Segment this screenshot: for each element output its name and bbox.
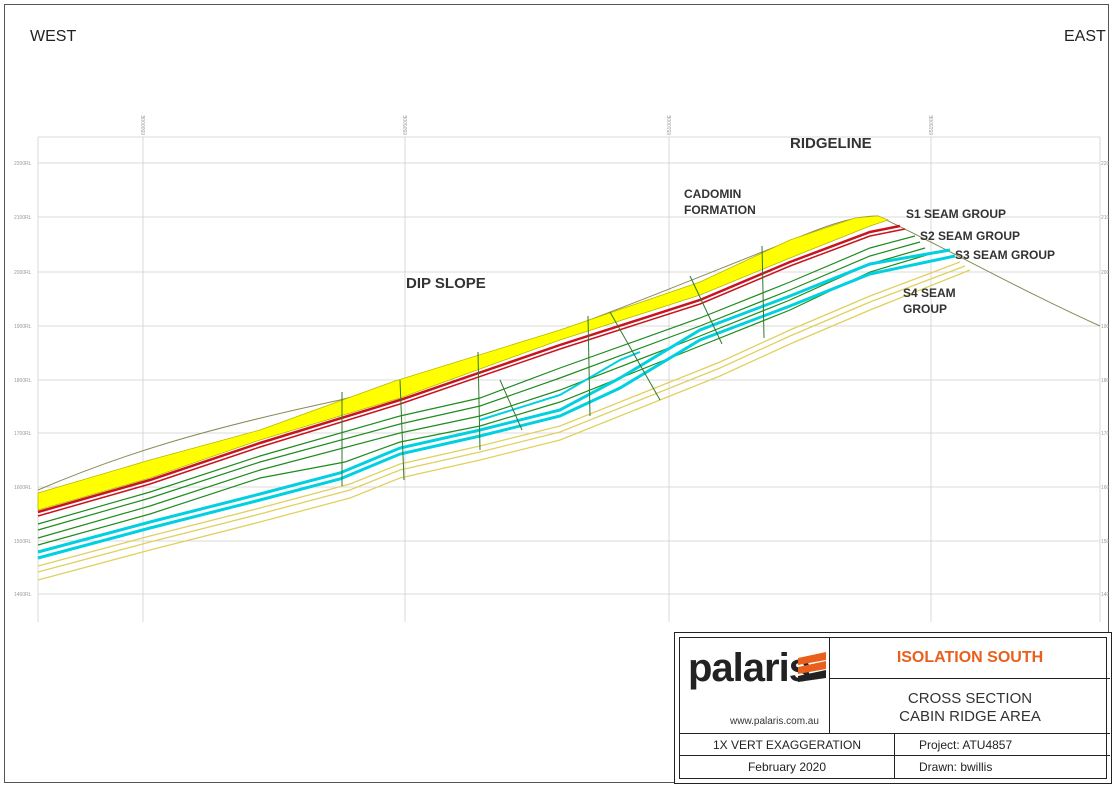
subtitle-line2: CABIN RIDGE AREA [899, 708, 1041, 725]
rl-label: 2200RL [14, 161, 32, 167]
s4-seam-label-line2: GROUP [903, 302, 947, 316]
s1-seam-group [37, 224, 906, 517]
project-number-cell: Project: ATU4857 [895, 734, 1110, 756]
easting-label: 651000E [667, 114, 673, 135]
rl-label-right: 160 [1101, 485, 1110, 491]
rl-label-right: 180 [1101, 378, 1110, 384]
rl-label: 2100RL [14, 215, 32, 221]
rl-label-right: 220 [1101, 161, 1110, 167]
drillholes [341, 245, 765, 486]
s3-seam-group [37, 248, 956, 560]
rl-label-right: 190 [1101, 324, 1110, 330]
rl-label: 2000RL [14, 270, 32, 276]
palaris-logo-mark [798, 652, 826, 682]
date-cell: February 2020 [680, 756, 895, 778]
rl-label: 1700RL [14, 431, 32, 437]
easting-label: 651500E [929, 114, 935, 135]
rl-label-right: 170 [1101, 431, 1110, 437]
grid [37, 136, 1101, 622]
title-block: palaris www.palaris.com.au ISOLATION SOU… [674, 632, 1112, 784]
project-title: ISOLATION SOUTH [830, 638, 1110, 679]
easting-label: 650500E [403, 114, 409, 135]
palaris-logo-text: palaris [688, 646, 811, 690]
drawn-by-cell: Drawn: bwillis [919, 760, 993, 774]
s4-seam-label-line1: S4 SEAM [903, 286, 956, 300]
subtitle-line1: CROSS SECTION [907, 690, 1033, 707]
exaggeration-cell: 1X VERT EXAGGERATION [680, 734, 895, 756]
website-url: www.palaris.com.au [730, 716, 819, 727]
section-subtitle: CROSS SECTION CABIN RIDGE AREA [830, 678, 1110, 734]
rl-label-right: 210 [1101, 215, 1110, 221]
s4-seam-group [37, 261, 971, 581]
rl-label-right: 140 [1101, 592, 1110, 598]
rl-label-right: 200 [1101, 270, 1110, 276]
topography-line [37, 215, 1101, 491]
rl-label: 1400RL [14, 592, 32, 598]
rl-label: 1800RL [14, 378, 32, 384]
title-block-inner: palaris www.palaris.com.au ISOLATION SOU… [679, 637, 1110, 779]
dip-slope-label: DIP SLOPE [406, 275, 486, 292]
rl-label: 1900RL [14, 324, 32, 330]
easting-label: 650000E [141, 114, 147, 135]
east-label: EAST [1064, 28, 1106, 45]
logo-cell: palaris www.palaris.com.au [680, 638, 830, 734]
rl-label-right: 150 [1101, 539, 1110, 545]
west-label: WEST [30, 28, 77, 45]
ridgeline-label: RIDGELINE [790, 135, 872, 152]
rl-label: 1500RL [14, 539, 32, 545]
s2-seam-label: S2 SEAM GROUP [920, 229, 1020, 243]
s1-seam-label: S1 SEAM GROUP [906, 207, 1006, 221]
cadomin-label-line2: FORMATION [684, 203, 756, 217]
rl-label: 1600RL [14, 485, 32, 491]
cadomin-formation-band [37, 215, 890, 511]
s3-seam-label: S3 SEAM GROUP [955, 248, 1055, 262]
cadomin-label-line1: CADOMIN [684, 187, 741, 201]
